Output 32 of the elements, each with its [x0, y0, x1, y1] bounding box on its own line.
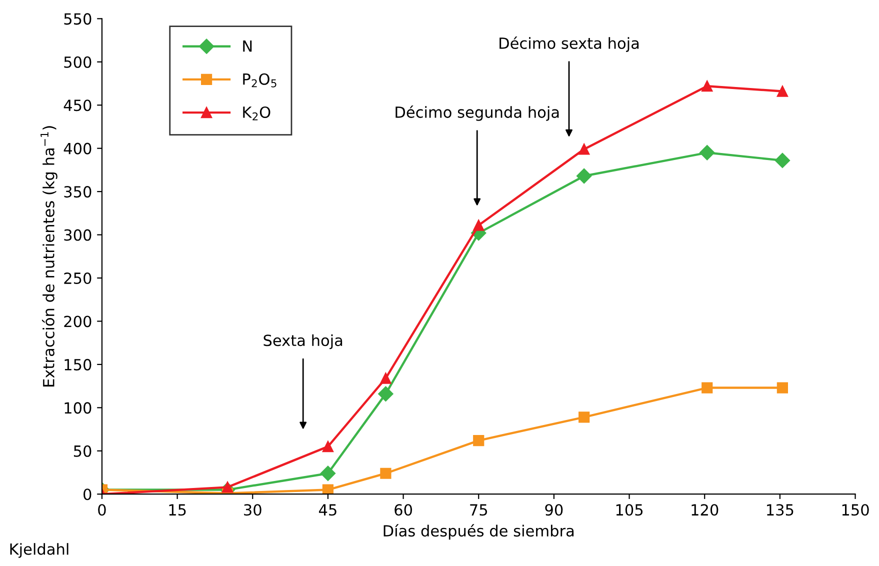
x-tick-label: 75: [470, 504, 487, 516]
x-tick-label: 30: [244, 504, 262, 516]
y-tick-label: 350: [64, 186, 92, 198]
x-axis-title: Días después de siembra: [384, 524, 574, 540]
x-tick-label: 45: [318, 504, 336, 516]
y-tick-label: 250: [64, 272, 92, 284]
x-tick-label: 60: [394, 504, 412, 516]
x-tick-label: 120: [692, 504, 718, 516]
x-tick-label: 105: [616, 504, 643, 516]
y-tick-label: 400: [64, 142, 92, 154]
y-tick-label: 550: [64, 13, 92, 25]
y-tick-label: 450: [64, 100, 92, 112]
legend-label: K$_{2}$O: [243, 106, 270, 120]
annotation: Décimo sexta hoja: [500, 36, 639, 52]
y-tick-label: 200: [64, 316, 92, 328]
y-axis-title: Extracción de nutrientes (kg ha$^{−1}$): [40, 126, 58, 386]
y-tick-label: 300: [64, 229, 92, 241]
x-tick-label: 90: [545, 504, 563, 516]
y-tick-label: 500: [64, 56, 92, 68]
annotation: Décimo segunda hoja: [396, 106, 559, 121]
y-tick-label: 150: [64, 358, 92, 370]
y-tick-label: 50: [74, 445, 92, 457]
text: Kjeldahl: [10, 543, 68, 558]
x-tick-label: 150: [842, 504, 869, 516]
y-tick-label: 0: [84, 488, 92, 500]
legend-label: N: [243, 40, 252, 52]
x-tick-label: 0: [98, 504, 106, 516]
annotation: Sexta hoja: [264, 334, 342, 350]
x-tick-label: 135: [767, 504, 794, 516]
x-tick-label: 15: [169, 504, 186, 516]
legend-label: P$_{2}$O$_{5}$: [243, 73, 276, 88]
y-tick-label: 100: [64, 402, 92, 414]
